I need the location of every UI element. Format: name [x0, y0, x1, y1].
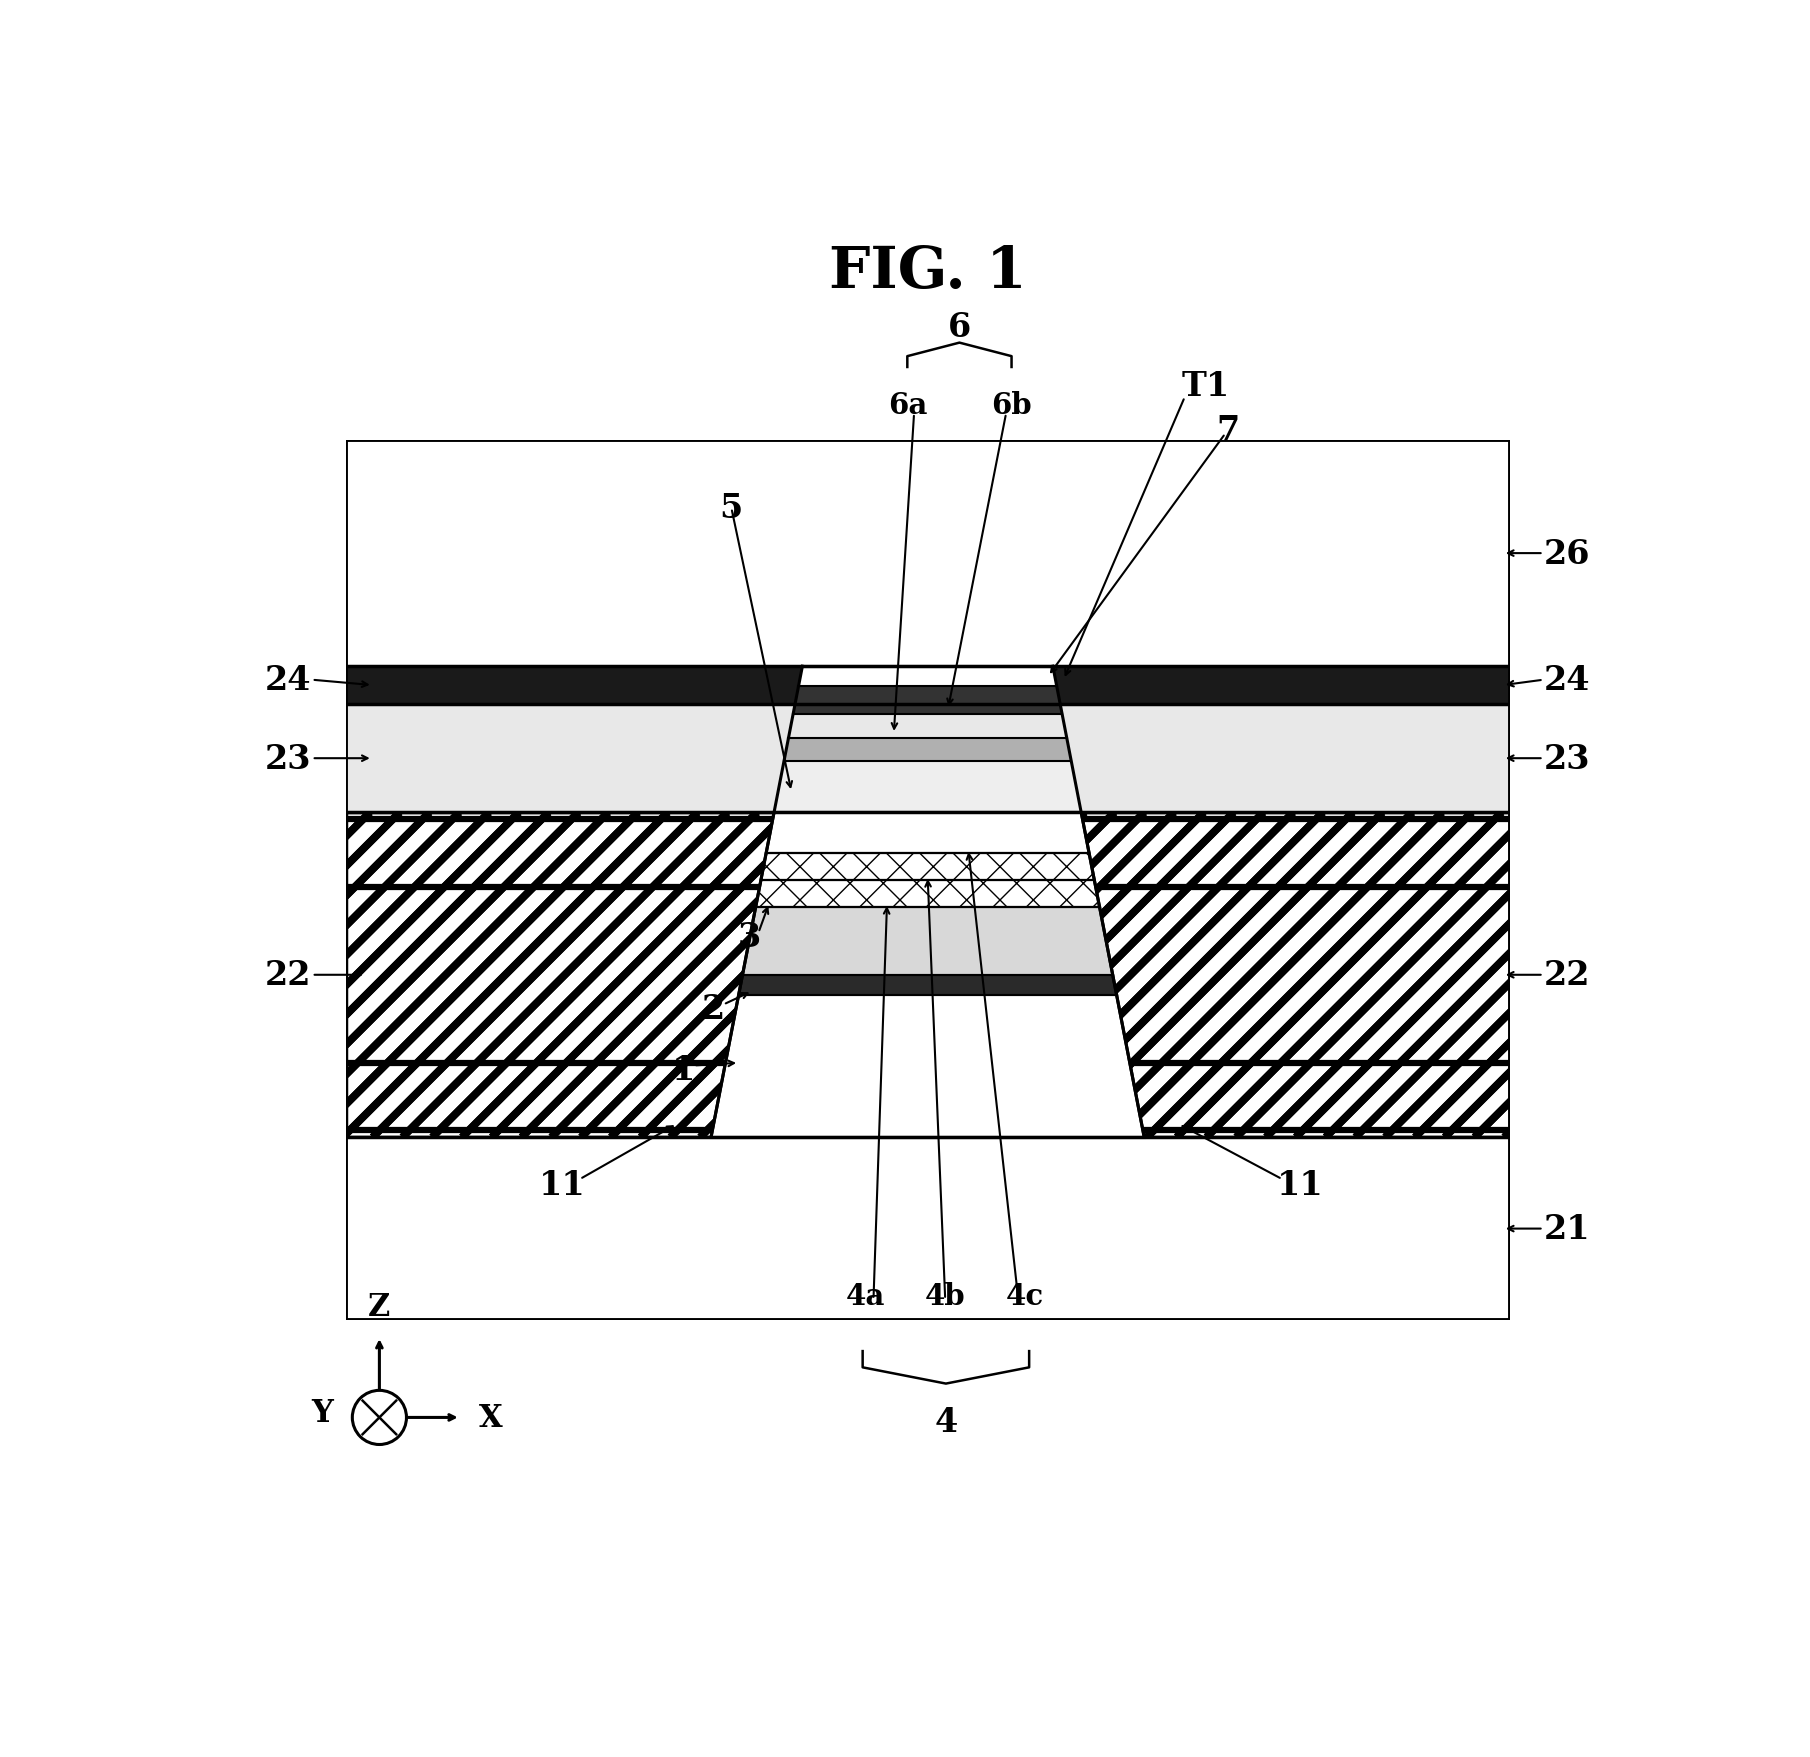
Polygon shape: [798, 666, 1057, 687]
Text: 22: 22: [1544, 959, 1589, 991]
Polygon shape: [784, 738, 1072, 761]
Text: 6b: 6b: [992, 392, 1032, 420]
Bar: [252, 211, 344, 1564]
Text: Z: Z: [367, 1291, 391, 1323]
Text: 4c: 4c: [1006, 1281, 1044, 1311]
Bar: [252, 211, 346, 1564]
Polygon shape: [775, 705, 1081, 813]
Polygon shape: [711, 813, 1144, 1137]
Polygon shape: [757, 880, 1099, 908]
Bar: [252, 1320, 1604, 1564]
Text: 3: 3: [737, 921, 760, 954]
Polygon shape: [742, 908, 1113, 975]
Text: 24: 24: [1544, 664, 1589, 698]
Polygon shape: [742, 908, 1113, 975]
Bar: [346, 705, 1510, 813]
Polygon shape: [789, 713, 1066, 738]
Text: 11: 11: [539, 1168, 585, 1202]
Text: 4b: 4b: [925, 1281, 965, 1311]
Polygon shape: [789, 713, 1066, 738]
Bar: [346, 441, 1510, 1320]
Bar: [346, 1137, 1510, 1564]
Polygon shape: [793, 687, 1062, 713]
Text: T1: T1: [1182, 371, 1231, 402]
Text: 6a: 6a: [887, 392, 927, 420]
Bar: [346, 813, 1510, 1137]
Text: 23: 23: [266, 741, 311, 775]
Polygon shape: [784, 738, 1072, 761]
Polygon shape: [757, 854, 1099, 908]
Polygon shape: [711, 996, 1144, 1137]
Polygon shape: [738, 975, 1117, 996]
Bar: [346, 441, 1510, 1320]
Text: 2: 2: [702, 993, 726, 1026]
Bar: [1511, 211, 1604, 1564]
Polygon shape: [775, 761, 1081, 813]
Polygon shape: [766, 813, 1090, 854]
Bar: [1510, 211, 1604, 1564]
Polygon shape: [711, 996, 1144, 1137]
Polygon shape: [766, 813, 1090, 854]
Bar: [252, 211, 346, 1564]
Polygon shape: [798, 666, 1057, 687]
Polygon shape: [775, 761, 1081, 813]
Bar: [346, 666, 1510, 705]
Bar: [1510, 211, 1604, 1564]
Bar: [346, 441, 1510, 1320]
Bar: [252, 211, 1604, 441]
Bar: [1510, 211, 1604, 1564]
Bar: [252, 211, 346, 1564]
Text: 5: 5: [720, 492, 742, 525]
Text: X: X: [478, 1402, 501, 1434]
Bar: [346, 1137, 1510, 1320]
Text: 6: 6: [948, 311, 970, 344]
Polygon shape: [793, 687, 1062, 713]
Polygon shape: [757, 854, 1099, 908]
Text: 23: 23: [1544, 741, 1589, 775]
Bar: [346, 666, 1510, 705]
Bar: [346, 1139, 1510, 1564]
Text: 4a: 4a: [845, 1281, 885, 1311]
Bar: [346, 666, 1510, 705]
Circle shape: [353, 1390, 407, 1444]
Polygon shape: [738, 975, 1117, 996]
Bar: [346, 441, 1510, 666]
Text: 4: 4: [934, 1406, 957, 1439]
Text: 7: 7: [1216, 413, 1240, 446]
Text: Y: Y: [311, 1397, 333, 1428]
Text: 21: 21: [1544, 1212, 1591, 1246]
Text: 1: 1: [672, 1054, 695, 1086]
Text: FIG. 1: FIG. 1: [829, 244, 1026, 300]
Text: 24: 24: [266, 664, 311, 698]
Bar: [346, 705, 1510, 813]
Bar: [346, 306, 1510, 812]
Bar: [346, 1137, 1510, 1320]
Polygon shape: [760, 854, 1095, 880]
Bar: [346, 441, 1510, 666]
Polygon shape: [795, 666, 1061, 705]
Text: 22: 22: [266, 959, 311, 991]
Bar: [346, 211, 1510, 813]
Text: 26: 26: [1544, 538, 1589, 571]
Bar: [346, 1137, 1510, 1320]
Text: 11: 11: [1276, 1168, 1323, 1202]
